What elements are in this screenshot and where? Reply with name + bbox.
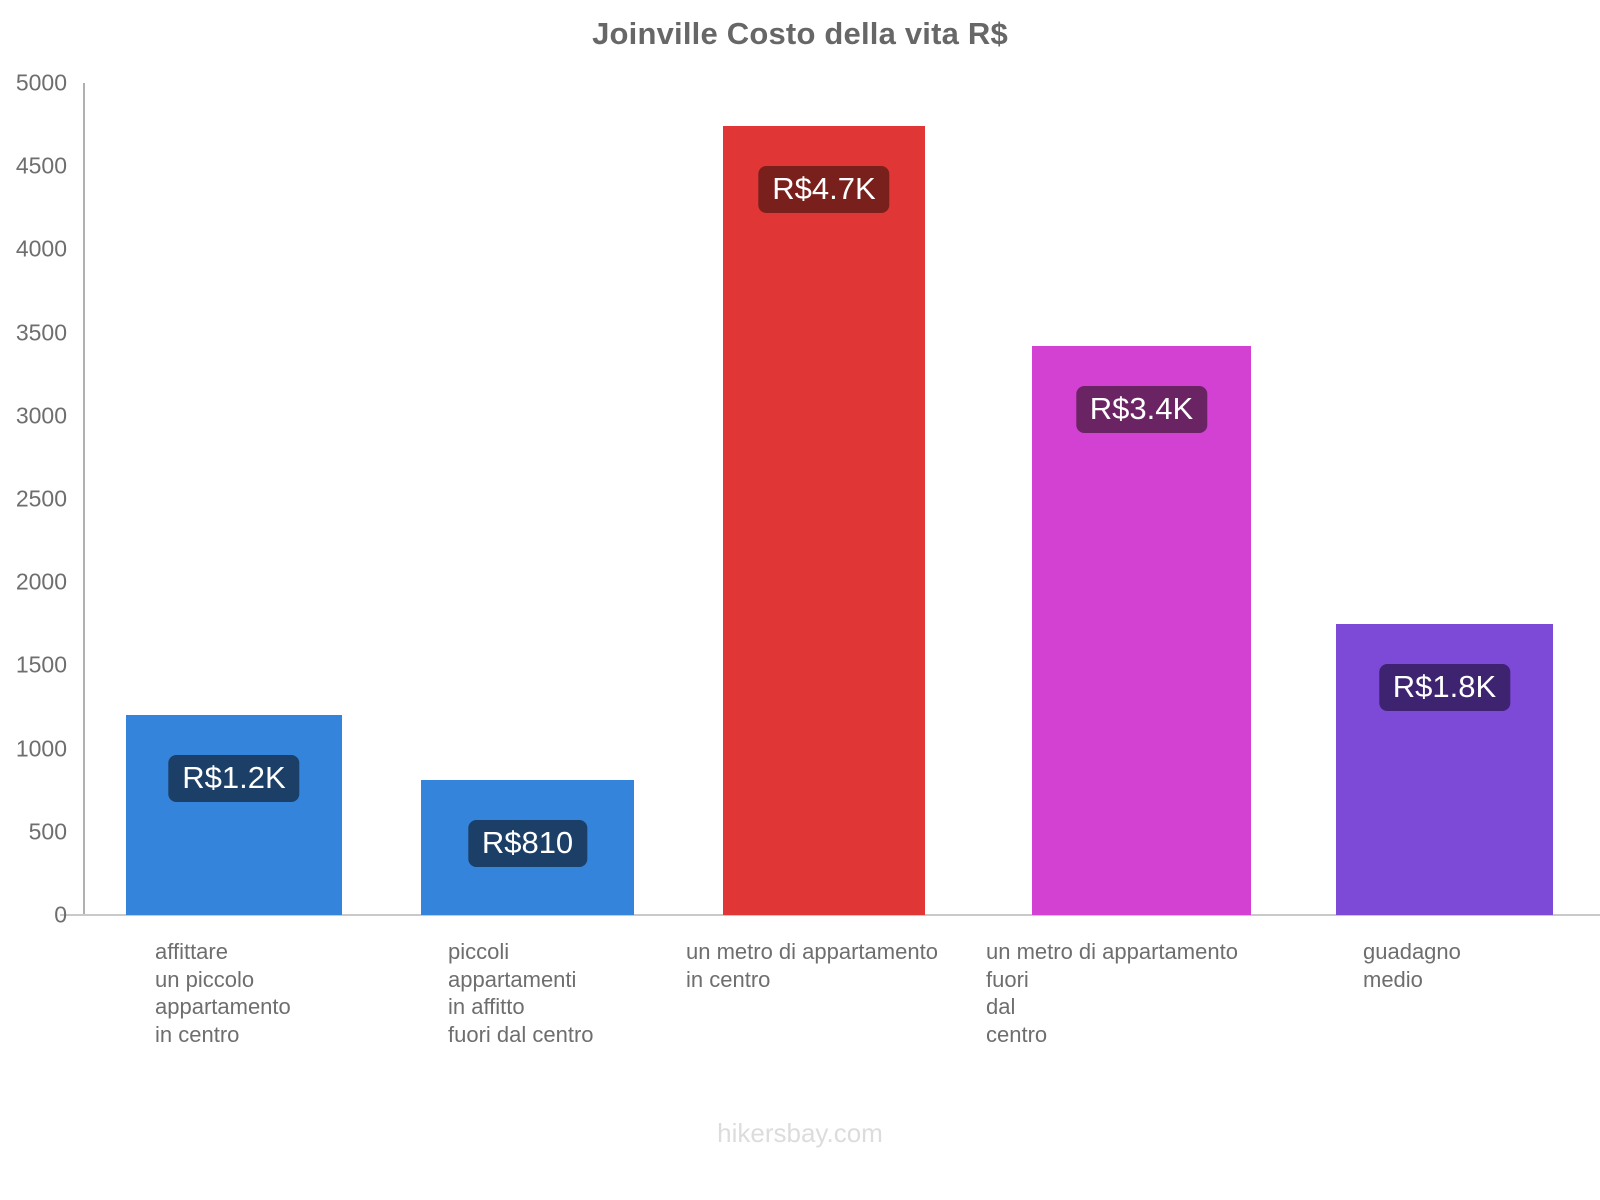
bar[interactable]: R$3.4K <box>1032 345 1251 915</box>
bar[interactable]: R$810 <box>421 780 634 915</box>
y-axis-tick-label: 2000 <box>15 568 67 595</box>
plot-area: 5000 4500 4000 3500 3000 2500 2000 1500 1000 500 0… <box>16 70 1600 928</box>
footer-watermark: hikersbay.com <box>717 1118 883 1148</box>
y-axis-tick-label: 4000 <box>15 235 67 262</box>
x-axis-category-label: un metro di appartamento fuori dal centr… <box>986 939 1238 1047</box>
bar-value-label: R$4.7K <box>758 166 890 214</box>
bar-value-label: R$1.8K <box>1378 663 1511 711</box>
x-axis-category-label: affittare un piccolo appartamento in cen… <box>155 939 291 1047</box>
bar-value-label: R$3.4K <box>1075 385 1208 433</box>
bar[interactable]: R$1.2K <box>126 715 342 915</box>
x-axis-category-label: un metro di appartamento in centro <box>686 939 938 992</box>
y-axis-tick-label: 5000 <box>15 69 67 96</box>
y-axis-tick-label: 2500 <box>15 485 67 512</box>
y-axis-line <box>83 83 85 915</box>
bar-value-label: R$810 <box>467 820 588 868</box>
x-axis-category-label: guadagno medio <box>1363 939 1461 992</box>
x-axis-category-label: piccoli appartamenti in affitto fuori da… <box>448 939 594 1047</box>
y-axis-tick-label: 1000 <box>15 735 67 762</box>
chart-title: Joinville Costo della vita R$ <box>592 16 1008 51</box>
y-axis-tick-label: 4500 <box>15 152 67 179</box>
y-axis-tick-label: 3000 <box>15 402 67 429</box>
x-axis-baseline <box>60 914 1600 916</box>
bar[interactable]: R$4.7K <box>723 126 925 915</box>
y-axis-tick-label: 0 <box>54 901 67 928</box>
y-axis-tick-label: 1500 <box>15 651 67 678</box>
y-axis-tick-label: 500 <box>28 818 67 845</box>
bar[interactable]: R$1.8K <box>1336 623 1553 915</box>
y-axis-tick-label: 3500 <box>15 319 67 346</box>
bar-value-label: R$1.2K <box>168 755 300 803</box>
